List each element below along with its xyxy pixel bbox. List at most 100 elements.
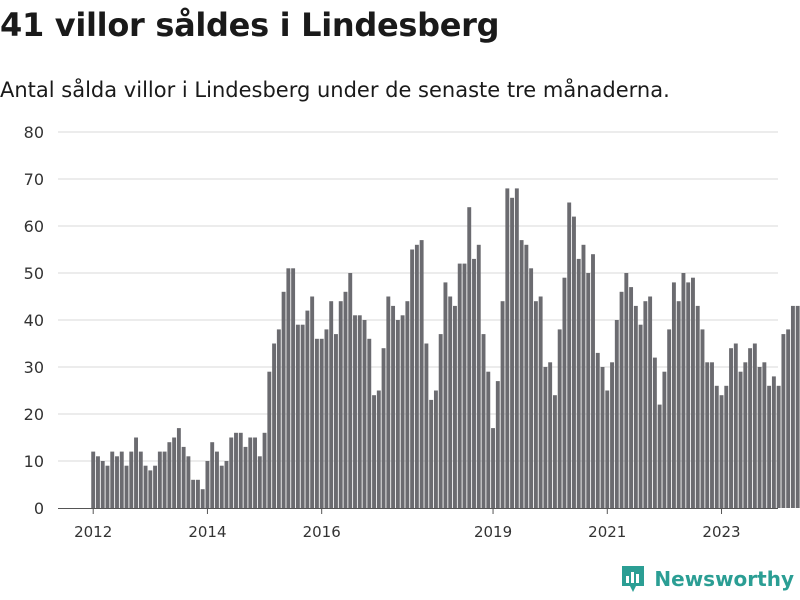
x-axis: 2012201420162019202120232025 — [58, 508, 778, 541]
bar — [624, 273, 629, 508]
chart-title: 41 villor såldes i Lindesberg — [0, 6, 500, 44]
bar — [533, 301, 538, 508]
bar — [752, 343, 757, 508]
bar — [267, 371, 272, 508]
bar — [291, 268, 296, 508]
bar — [572, 216, 576, 508]
bar — [729, 348, 733, 508]
bar — [281, 291, 286, 508]
bar — [386, 296, 391, 508]
bar — [200, 489, 205, 508]
bar — [234, 432, 238, 508]
bar — [100, 461, 105, 508]
bar — [638, 324, 643, 508]
y-tick-label-10: 10 — [24, 452, 44, 471]
bar — [238, 432, 243, 508]
x-tick-label-2023: 2023 — [702, 523, 740, 541]
bar — [786, 329, 791, 508]
bar — [676, 301, 681, 508]
bar — [790, 305, 795, 508]
bar — [491, 428, 495, 508]
bar — [610, 362, 614, 508]
brand-logo: Newsworthy — [620, 564, 794, 594]
bar — [205, 461, 210, 508]
bar — [710, 362, 714, 508]
bar — [591, 254, 595, 508]
bar — [148, 470, 153, 508]
bar — [686, 282, 691, 508]
y-tick-label-0: 0 — [34, 499, 44, 518]
bar — [110, 451, 115, 508]
bar — [776, 385, 781, 508]
bar — [395, 320, 400, 508]
bar — [581, 244, 586, 509]
bar — [481, 334, 486, 508]
bar — [657, 404, 662, 508]
bar — [424, 343, 429, 508]
bar — [495, 381, 500, 508]
y-tick-label-20: 20 — [24, 405, 44, 424]
bar — [538, 296, 543, 508]
x-tick-label-2021: 2021 — [588, 523, 626, 541]
bar — [176, 428, 181, 508]
bar — [719, 395, 724, 508]
bar — [767, 385, 772, 508]
bar — [629, 287, 634, 508]
chart-subtitle: Antal sålda villor i Lindesberg under de… — [0, 78, 670, 102]
bar — [224, 461, 229, 508]
bar — [253, 437, 257, 508]
bar — [276, 329, 281, 508]
bar — [405, 301, 410, 508]
bar — [705, 362, 710, 508]
bar — [643, 301, 648, 508]
bar — [338, 301, 343, 508]
bar — [576, 258, 581, 508]
y-tick-label-40: 40 — [24, 311, 44, 330]
bar — [215, 451, 219, 508]
bar — [467, 207, 472, 508]
bar — [381, 348, 386, 508]
bar — [724, 385, 729, 508]
bar — [310, 296, 315, 508]
bar — [762, 362, 767, 508]
bar — [548, 362, 553, 508]
bar — [514, 188, 519, 508]
bar — [667, 329, 672, 508]
bar — [605, 390, 610, 508]
bar — [795, 305, 800, 508]
bar — [681, 273, 686, 508]
bar — [391, 305, 396, 508]
bar — [372, 395, 376, 508]
bar — [462, 263, 467, 508]
bar — [738, 371, 743, 508]
bar — [272, 343, 277, 508]
bar — [376, 390, 381, 508]
bar — [419, 240, 424, 508]
y-tick-label-70: 70 — [24, 170, 44, 189]
bar — [771, 376, 776, 508]
bar — [486, 371, 491, 508]
bar — [348, 273, 353, 508]
bar — [695, 305, 700, 508]
bar — [633, 305, 638, 508]
bar — [262, 432, 267, 508]
bar — [714, 385, 719, 508]
bar — [210, 442, 215, 508]
bar — [557, 329, 562, 508]
y-tick-label-50: 50 — [24, 264, 44, 283]
bar — [652, 357, 657, 508]
bar — [567, 202, 572, 508]
bar — [648, 296, 653, 508]
bar — [329, 301, 334, 508]
bar — [400, 315, 405, 508]
y-tick-label-80: 80 — [24, 123, 44, 142]
bar — [314, 338, 319, 508]
newsworthy-logo-icon — [622, 566, 645, 592]
y-axis-labels: 0 10 20 30 40 50 60 70 80 — [24, 123, 44, 518]
bar — [595, 352, 600, 508]
bar — [438, 334, 443, 508]
x-tick-label-2012: 2012 — [74, 523, 112, 541]
bar — [129, 451, 134, 508]
bar — [91, 451, 96, 508]
bar — [119, 451, 124, 508]
